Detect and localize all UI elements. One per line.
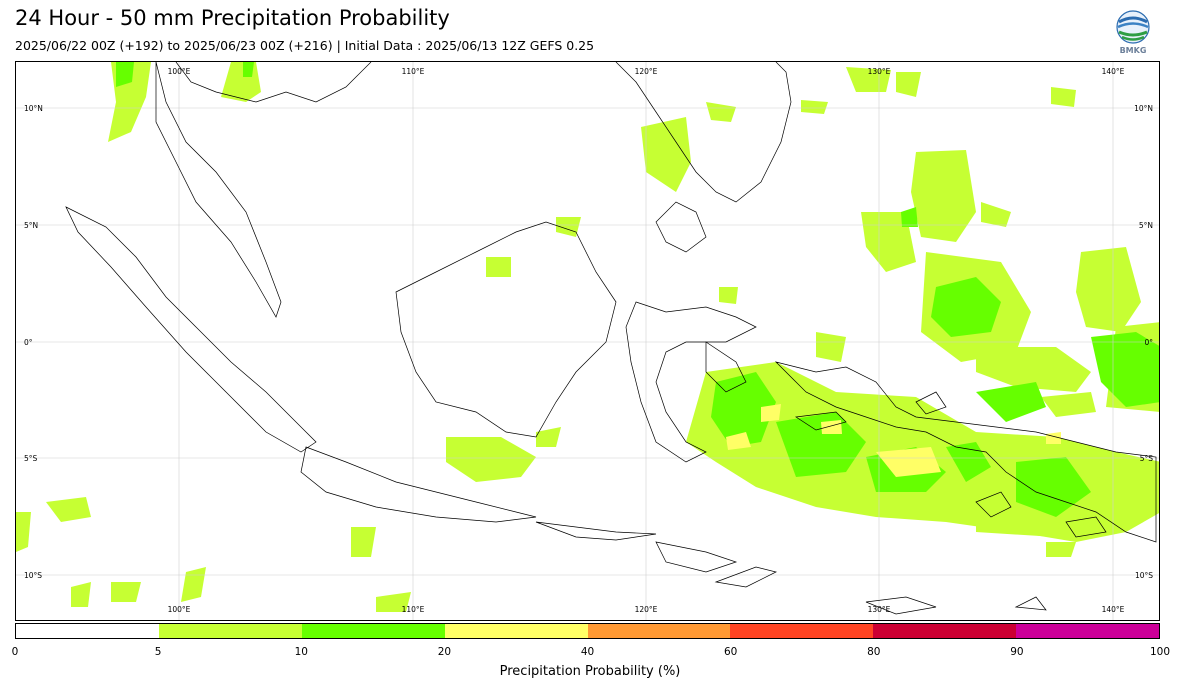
lat-label-left: 10°N	[24, 104, 43, 113]
lat-label-right: 10°S	[1135, 571, 1153, 580]
lon-label-top: 120°E	[635, 67, 658, 76]
lon-label-bottom: 110°E	[402, 605, 425, 614]
map-subtitle: 2025/06/22 00Z (+192) to 2025/06/23 00Z …	[15, 38, 595, 53]
lon-label-bottom: 140°E	[1102, 605, 1125, 614]
lat-label-right: 10°N	[1134, 104, 1153, 113]
color-scale-tick-label: 5	[154, 646, 162, 658]
color-scale-segment	[16, 624, 159, 638]
gridlines	[16, 62, 1159, 620]
coastlines	[65, 62, 1157, 615]
lon-label-bottom: 130°E	[868, 605, 891, 614]
lon-label-top: 110°E	[402, 67, 425, 76]
precipitation-map: 100°E 110°E 120°E 130°E 140°E 100°E 110°…	[15, 61, 1160, 621]
lat-label-left: 0°	[24, 338, 33, 347]
color-scale-segment	[730, 624, 874, 638]
color-scale-tick-label: 90	[1010, 646, 1024, 658]
color-scale-label: Precipitation Probability (%)	[499, 664, 681, 679]
color-scale-tick-label: 80	[867, 646, 881, 658]
map-title: 24 Hour - 50 mm Precipitation Probabilit…	[15, 6, 450, 30]
lat-label-right: 5°N	[1139, 221, 1153, 230]
color-scale-segment	[444, 624, 588, 638]
lat-label-left: 5°S	[24, 454, 38, 463]
axis-labels: 100°E 110°E 120°E 130°E 140°E 100°E 110°…	[24, 67, 1153, 614]
color-scale-segment	[1016, 624, 1159, 638]
color-scale-bar	[15, 623, 1160, 639]
bmkg-logo: BMKG	[1114, 10, 1152, 56]
lat-label-left: 10°S	[24, 571, 42, 580]
lat-label-right: 5°S	[1140, 454, 1154, 463]
lon-label-top: 100°E	[168, 67, 191, 76]
color-scale-tick-label: 10	[294, 646, 308, 658]
color-scale-tick-label: 100	[1149, 646, 1171, 658]
lon-label-top: 130°E	[868, 67, 891, 76]
color-scale-segment	[873, 624, 1017, 638]
color-scale-tick-label: 40	[580, 646, 595, 658]
color-scale-segment	[301, 624, 445, 638]
prob-20-40-areas	[726, 404, 1061, 477]
prob-5-10-areas	[16, 62, 1159, 612]
color-scale-segment	[587, 624, 731, 638]
lon-label-top: 140°E	[1102, 67, 1125, 76]
lat-label-left: 5°N	[24, 221, 38, 230]
color-scale-segment	[158, 624, 302, 638]
color-scale-tick-label: 60	[723, 646, 738, 658]
map-canvas: 100°E 110°E 120°E 130°E 140°E 100°E 110°…	[16, 62, 1159, 620]
svg-text:BMKG: BMKG	[1120, 46, 1147, 55]
lon-label-bottom: 120°E	[635, 605, 658, 614]
color-scale-tick-label: 20	[437, 646, 452, 658]
lat-label-right: 0°	[1144, 338, 1153, 347]
color-scale-tick-label: 0	[11, 646, 19, 658]
lon-label-bottom: 100°E	[168, 605, 191, 614]
